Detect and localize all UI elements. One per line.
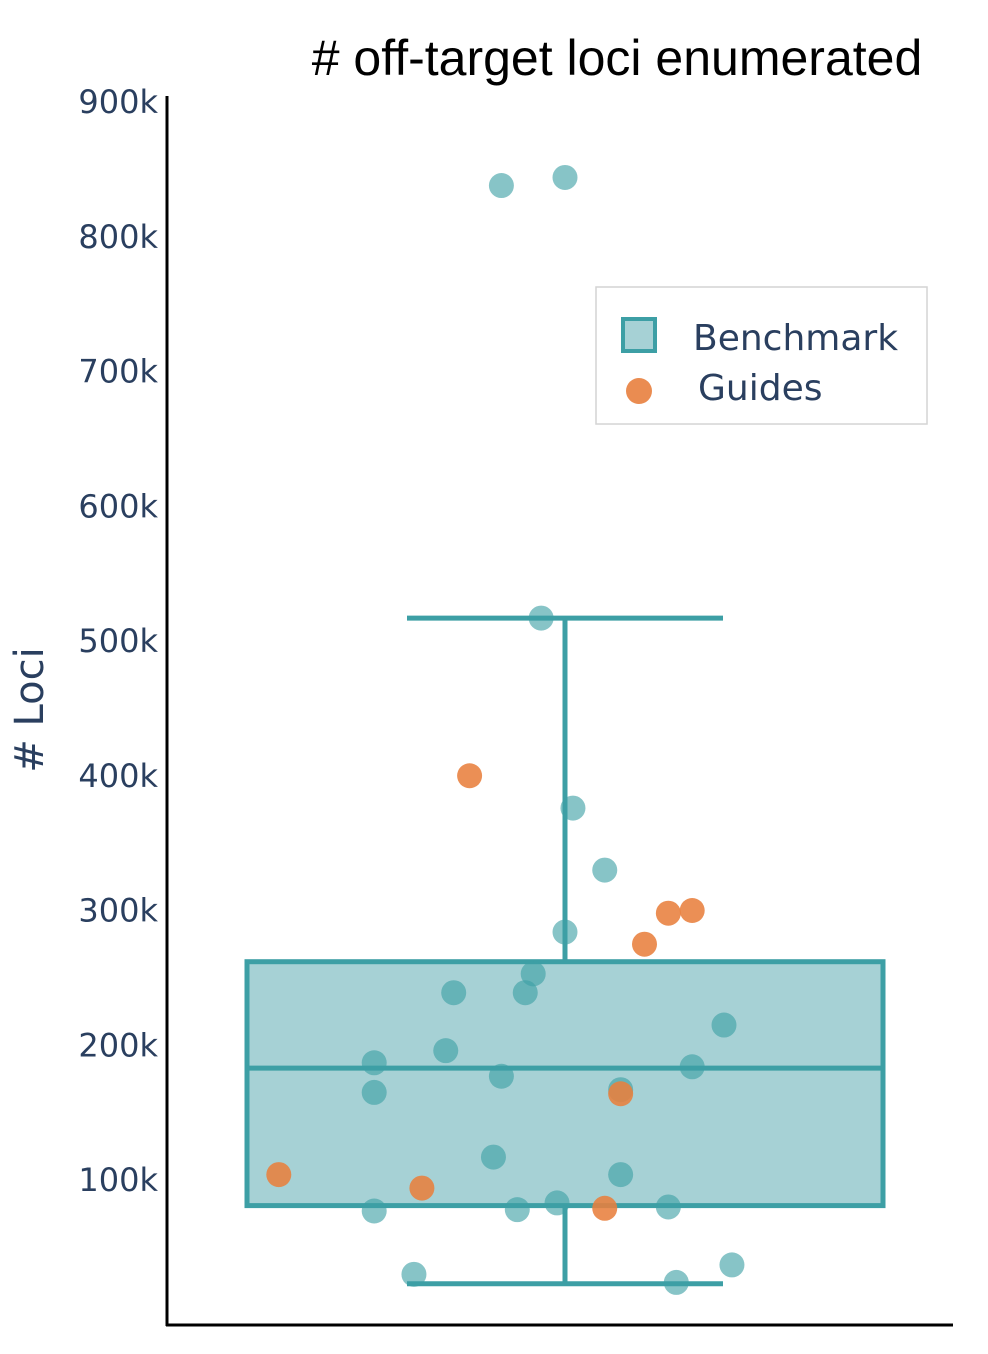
benchmark-point	[679, 1054, 705, 1080]
benchmark-point	[552, 919, 578, 945]
y-tick-label: 100k	[78, 1161, 158, 1199]
benchmark-point	[592, 857, 618, 883]
y-tick-label: 800k	[78, 218, 158, 256]
benchmark-box	[244, 615, 886, 1287]
guides-point	[655, 900, 681, 926]
benchmark-point	[361, 1079, 387, 1105]
benchmark-point	[711, 1012, 737, 1038]
benchmark-point	[504, 1197, 530, 1223]
benchmark-point	[401, 1261, 427, 1287]
y-tick-labels: 100k 200k 300k 400k 500k 600k 700k 800k 900k	[78, 83, 158, 1199]
benchmark-point	[663, 1269, 689, 1295]
chart-title: # off-target loci enumerated	[312, 30, 923, 86]
benchmark-point	[480, 1144, 506, 1170]
guides-point	[266, 1162, 292, 1188]
benchmark-point	[520, 961, 546, 987]
benchmark-point	[361, 1198, 387, 1224]
y-tick-label: 600k	[78, 487, 158, 525]
y-tick-label: 900k	[78, 83, 158, 121]
legend: Benchmark Guides	[595, 286, 928, 425]
guides-point	[457, 763, 483, 789]
legend-benchmark-label: Benchmark	[693, 318, 898, 359]
y-axis-label: # Loci	[7, 647, 53, 772]
y-tick-label: 500k	[78, 622, 158, 660]
guides-point	[592, 1195, 618, 1221]
legend-frame	[595, 286, 928, 425]
benchmark-point	[544, 1190, 570, 1216]
benchmark-point	[608, 1162, 634, 1188]
benchmark-point	[655, 1194, 681, 1220]
benchmark-point	[552, 164, 578, 190]
legend-guides-marker	[626, 378, 652, 404]
y-tick-label: 300k	[78, 892, 158, 930]
benchmark-point	[560, 795, 586, 821]
guides-point	[632, 931, 657, 957]
benchmark-point	[488, 1063, 514, 1089]
legend-benchmark-swatch	[621, 317, 657, 353]
benchmark-point	[433, 1038, 459, 1064]
legend-guides-label: Guides	[698, 368, 822, 409]
guides-point	[409, 1175, 435, 1201]
data-points	[266, 164, 745, 1295]
y-tick-label: 400k	[78, 757, 158, 795]
guides-point	[608, 1081, 634, 1107]
benchmark-point	[512, 980, 538, 1006]
box-iqr	[244, 959, 886, 1209]
benchmark-point	[719, 1252, 745, 1278]
benchmark-point	[488, 173, 514, 199]
y-tick-label: 700k	[78, 353, 158, 391]
benchmark-point	[528, 605, 554, 631]
guides-point	[679, 898, 705, 923]
benchmark-point	[441, 980, 467, 1006]
y-tick-label: 200k	[78, 1026, 158, 1064]
benchmark-point	[361, 1050, 387, 1076]
